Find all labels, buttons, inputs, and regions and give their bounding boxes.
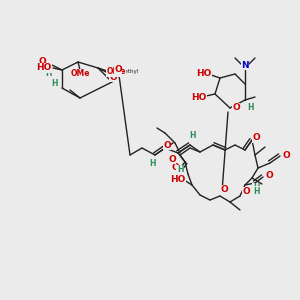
Text: methyl: methyl <box>120 68 139 74</box>
Text: O: O <box>163 140 171 149</box>
Text: OMe: OMe <box>106 68 126 76</box>
Text: H: H <box>247 103 253 112</box>
Text: H: H <box>253 184 259 193</box>
Text: O: O <box>220 185 228 194</box>
Text: O: O <box>171 164 179 172</box>
Text: H: H <box>45 68 51 77</box>
Text: HO: HO <box>191 92 207 101</box>
Text: N: N <box>241 61 249 70</box>
Text: HO: HO <box>196 70 212 79</box>
Text: H: H <box>254 187 260 196</box>
Text: H: H <box>177 166 183 175</box>
Text: OMe: OMe <box>70 70 90 79</box>
Text: H: H <box>51 79 57 88</box>
Text: O: O <box>109 73 117 82</box>
Text: O: O <box>282 152 290 160</box>
Text: O: O <box>252 134 260 142</box>
Text: HO: HO <box>170 175 186 184</box>
Text: O: O <box>114 65 122 74</box>
Text: HO: HO <box>36 64 52 73</box>
Text: O: O <box>168 154 176 164</box>
Text: O: O <box>242 188 250 196</box>
Text: O: O <box>265 170 273 179</box>
Text: O: O <box>38 58 46 67</box>
Text: O: O <box>232 103 240 112</box>
Text: H: H <box>150 160 156 169</box>
Text: H: H <box>190 131 196 140</box>
Text: O: O <box>108 67 116 76</box>
